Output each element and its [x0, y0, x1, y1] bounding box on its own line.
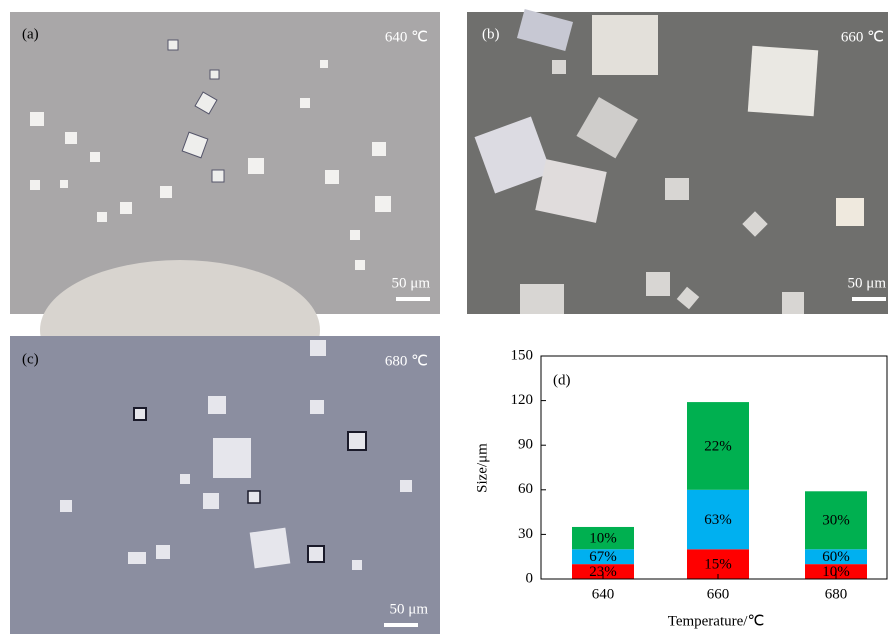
scale-label: 50 μm [390, 601, 429, 617]
segment-label: 30% [822, 513, 850, 529]
y-tick-label: 120 [511, 392, 534, 408]
x-tick-label: 660 [707, 586, 730, 602]
panel-label: (b) [482, 26, 500, 42]
y-tick-label: 0 [526, 570, 534, 586]
scale-label: 50 μm [848, 275, 887, 291]
scale-label: 50 μm [392, 275, 431, 291]
panel-label: (d) [553, 372, 571, 388]
x-tick-label: 640 [592, 586, 615, 602]
segment-label: 22% [704, 438, 732, 454]
temperature-label: 680 ℃ [385, 353, 428, 369]
temperature-label: 660 ℃ [841, 29, 884, 45]
segment-label: 63% [704, 512, 732, 528]
panel-label: (a) [22, 26, 39, 42]
y-axis-title: Size/μm [474, 443, 490, 493]
scale-bar [852, 297, 886, 301]
stacked-bar-chart: (d) Temperature/℃ Size/μm 0 30 60 90 120 150 2… [474, 347, 887, 629]
x-tick-label: 680 [825, 586, 848, 602]
segment-label: 15% [704, 557, 732, 573]
segment-label: 60% [822, 549, 850, 565]
segment-label: 10% [589, 531, 617, 547]
micrograph-c: (c) 680 ℃ 50 μm [10, 336, 440, 634]
micrograph-b: (b) 660 ℃ 50 μm [467, 9, 888, 314]
x-axis-title: Temperature/℃ [668, 613, 765, 629]
panel-label: (c) [22, 351, 39, 367]
scale-bar [396, 297, 430, 301]
temperature-label: 640 ℃ [385, 29, 428, 45]
y-tick-label: 60 [518, 481, 533, 497]
scale-bar [384, 623, 418, 627]
figure: (a) 640 ℃ 50 μm (b) 660 ℃ 50 μm [0, 0, 888, 634]
segment-label: 67% [589, 549, 617, 565]
y-tick-label: 150 [511, 347, 534, 363]
y-tick-label: 30 [518, 526, 533, 542]
y-tick-label: 90 [518, 437, 533, 453]
